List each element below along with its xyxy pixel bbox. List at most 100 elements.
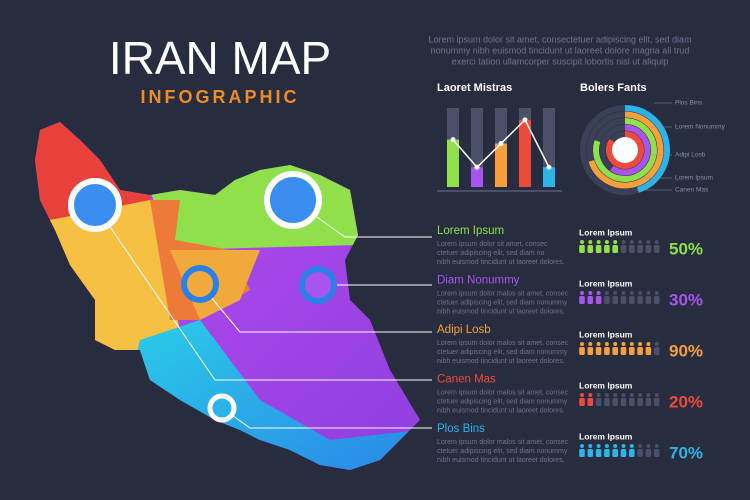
stat-label: Lorem Ipsum (579, 431, 633, 441)
person-body (579, 449, 585, 457)
person-head (596, 291, 601, 295)
trend-dot (522, 117, 528, 123)
person-body (653, 398, 660, 406)
person-head (588, 444, 593, 448)
person-body (579, 296, 585, 304)
person-head (613, 444, 618, 448)
header-text: Lorem ipsum dolor sit amet, consectetuer… (428, 34, 691, 44)
person-body (629, 245, 635, 253)
person-head (654, 444, 659, 448)
region-text: ctetuer adipiscing elit, sed diam nonumm… (437, 299, 568, 306)
person-body (604, 296, 610, 304)
person-head (638, 444, 643, 448)
region-text: nibh euismod tincidunt ut laoreet dolore… (437, 358, 565, 365)
region-name: Lorem Ipsum (437, 225, 504, 237)
region-text: ctetuer adipiscing elit, sed diam no (437, 250, 544, 257)
region-text: ctetuer adipiscing elit, sed diam nonumm… (437, 398, 568, 405)
person-head (613, 291, 618, 295)
person-head (638, 240, 643, 244)
person-body (637, 347, 643, 355)
person-head (621, 393, 626, 397)
person-body (637, 398, 643, 406)
person-body (620, 347, 627, 355)
person-body (579, 347, 585, 355)
region-name: Canen Mas (437, 374, 496, 386)
legend-label: Plos Bins (675, 100, 703, 107)
person-body (612, 398, 618, 406)
person-body (645, 398, 652, 406)
person-body (595, 296, 602, 304)
person-head (580, 240, 584, 244)
header-text: nonummy nibh euismod tincidunt ut laoree… (431, 45, 690, 55)
ring-arc (624, 105, 670, 193)
stat-value: 30% (669, 290, 703, 309)
person-head (654, 240, 659, 244)
person-head (596, 393, 601, 397)
person-body (645, 245, 652, 253)
person-body (595, 449, 602, 457)
person-body (587, 398, 594, 406)
region-text: nibh euismod tincidunt ut laoreet dolore… (437, 457, 565, 464)
region-name: Plos Bins (437, 423, 485, 435)
person-body (612, 245, 618, 253)
person-head (621, 342, 626, 346)
stat-value: 70% (669, 443, 703, 462)
bar (447, 139, 459, 187)
map-markers (68, 171, 337, 423)
person-body (653, 245, 660, 253)
person-head (654, 291, 659, 295)
bar-chart-title: Laoret Mistras (437, 82, 512, 94)
region-text: Lorem ipsum dolor malos sit amet, consec (437, 340, 569, 347)
person-body (629, 449, 635, 457)
header-text: exerci tation ullamcorper suscipit lobor… (452, 56, 669, 66)
person-head (629, 444, 634, 448)
stat-label: Lorem Ipsum (579, 380, 633, 390)
stat-value: 50% (669, 239, 703, 258)
person-body (612, 296, 618, 304)
person-head (654, 393, 659, 397)
person-body (629, 296, 635, 304)
title: IRAN MAP (109, 32, 331, 84)
person-head (604, 342, 609, 346)
person-head (596, 342, 601, 346)
person-head (646, 393, 651, 397)
ring-arc (593, 118, 657, 182)
person-head (604, 393, 609, 397)
stat-value: 90% (669, 341, 703, 360)
stat-label: Lorem Ipsum (579, 329, 633, 339)
person-body (645, 449, 652, 457)
region-name: Adipi Losb (437, 324, 491, 336)
legend-label: Lorem Nonummy (675, 124, 726, 131)
person-head (654, 342, 659, 346)
bar (495, 143, 507, 187)
stat-label: Lorem Ipsum (579, 227, 633, 237)
person-body (612, 347, 618, 355)
person-head (638, 291, 643, 295)
person-body (645, 296, 652, 304)
person-body (587, 245, 594, 253)
people-filled (579, 291, 602, 304)
person-body (653, 449, 660, 457)
ring-arc (588, 111, 664, 189)
person-body (637, 296, 643, 304)
person-body (629, 398, 635, 406)
person-body (604, 398, 610, 406)
person-body (595, 245, 602, 253)
person-head (613, 393, 618, 397)
region-text: Lorem ipsum dolor sit amet, consec (437, 241, 548, 248)
region-text: nibh euismod tincidunt ut laoreet dolore… (437, 407, 565, 414)
person-body (595, 347, 602, 355)
person-head (580, 342, 584, 346)
stat-label: Lorem Ipsum (579, 278, 633, 288)
person-head (604, 444, 609, 448)
person-head (588, 291, 593, 295)
person-body (612, 449, 618, 457)
person-head (621, 291, 626, 295)
people-empty (595, 393, 660, 406)
legend-label: Adipi Losb (675, 152, 706, 159)
people-filled (579, 393, 594, 406)
person-head (629, 393, 634, 397)
person-head (629, 291, 634, 295)
people-filled (579, 444, 635, 457)
